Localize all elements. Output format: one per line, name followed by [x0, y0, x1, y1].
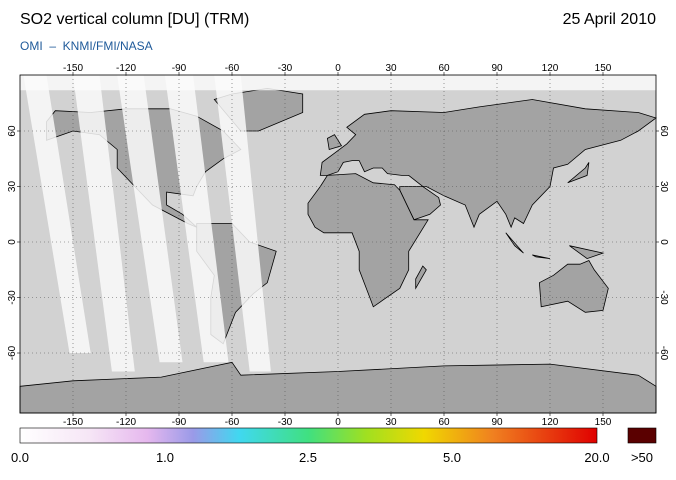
land: [505, 232, 524, 254]
lon-tick-label: -120: [116, 63, 136, 74]
land: [319, 99, 657, 229]
lon-tick-label: -30: [278, 417, 293, 428]
title: SO2 vertical column [DU] (TRM): [20, 11, 249, 28]
lat-tick-label: 30: [658, 181, 669, 193]
lon-tick-label: -90: [172, 63, 187, 74]
lat-tick-label: 30: [7, 181, 18, 193]
data-gap-swath: [73, 75, 135, 372]
colorbar-overflow: [627, 427, 657, 444]
colorbar-label: 1.0: [156, 450, 174, 465]
land: [538, 259, 609, 313]
colorbar-label: 0.0: [11, 450, 29, 465]
land: [415, 265, 427, 290]
lon-tick-label: 150: [595, 417, 612, 428]
lon-tick-label: 120: [542, 417, 559, 428]
lat-tick-label: -30: [7, 290, 18, 305]
land: [567, 162, 590, 184]
colorbar-label: 2.5: [299, 450, 317, 465]
lat-tick-label: 0: [658, 239, 669, 245]
land: [569, 245, 605, 260]
colorbar-label: 5.0: [443, 450, 461, 465]
land: [326, 134, 343, 151]
lat-tick-label: 60: [7, 125, 18, 137]
source: OMI – KNMI/FMI/NASA: [20, 39, 153, 53]
map: [19, 75, 657, 414]
lon-tick-label: 120: [542, 63, 559, 74]
lon-tick-label: -30: [278, 63, 293, 74]
lon-tick-label: 30: [385, 417, 397, 428]
lon-tick-label: 90: [491, 417, 503, 428]
lat-tick-label: -30: [658, 290, 669, 305]
lon-tick-label: 60: [438, 417, 450, 428]
data-gap-swath: [164, 75, 229, 363]
lon-tick-label: -90: [172, 417, 187, 428]
lon-tick-label: -150: [63, 63, 83, 74]
land: [532, 254, 551, 259]
lon-tick-label: -60: [225, 417, 240, 428]
lon-tick-label: -120: [116, 417, 136, 428]
date: 25 April 2010: [563, 11, 657, 28]
lat-tick-label: 0: [7, 239, 18, 245]
lat-tick-label: -60: [7, 345, 18, 360]
lon-tick-label: 0: [335, 63, 341, 74]
lat-tick-label: -60: [658, 346, 669, 361]
colorbar-overflow-label: >50: [631, 450, 653, 465]
lat-tick-label: 60: [658, 125, 669, 137]
lon-tick-label: 60: [438, 63, 450, 74]
map-frame: [19, 74, 657, 414]
lon-tick-label: -60: [225, 63, 240, 74]
lon-tick-label: 90: [491, 63, 503, 74]
lon-tick-label: 150: [595, 63, 612, 74]
lon-tick-label: 30: [385, 63, 397, 74]
data-gap-swath: [117, 75, 183, 363]
data-gap-swath: [20, 75, 656, 91]
lon-tick-label: -150: [63, 417, 83, 428]
colorbar-label: 20.0: [584, 450, 609, 465]
land: [307, 173, 429, 308]
colorbar: [19, 427, 598, 444]
data-gap-swath: [23, 75, 91, 353]
lon-tick-label: 0: [335, 417, 341, 428]
